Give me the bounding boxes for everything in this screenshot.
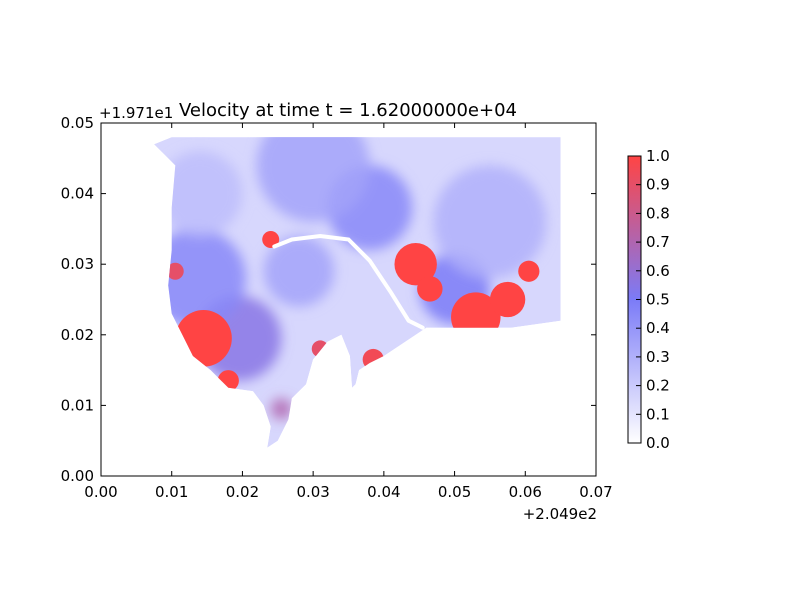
y-tick-label: 0.02 [61, 326, 94, 344]
colorbar-tick-label: 0.9 [646, 176, 670, 194]
chart-title: Velocity at time t = 1.62000000e+04 [179, 100, 517, 121]
y-tick-label: 0.03 [61, 255, 94, 273]
y-axis: 0.00 0.01 0.02 0.03 0.04 0.05 [61, 114, 596, 485]
x-tick-label: 0.04 [367, 483, 400, 501]
field-hotspot [157, 151, 243, 237]
field-hotspot [270, 398, 292, 420]
field-hotspot-high [262, 231, 280, 248]
colorbar-tick-label: 0.4 [646, 319, 670, 337]
field-hotspot [433, 165, 547, 279]
channel-line [272, 233, 425, 330]
colorbar-ticks: 0.0 0.1 0.2 0.3 0.4 0.5 0.6 0.7 0.8 0.9 1.0 [636, 147, 670, 452]
field-hotspot-high [394, 242, 437, 286]
x-tick-label: 0.03 [296, 483, 329, 501]
x-tick-label: 0.00 [84, 483, 117, 501]
x-tick-label: 0.06 [509, 483, 542, 501]
x-tick-label: 0.05 [438, 483, 471, 501]
colorbar-tick-label: 0.3 [646, 348, 670, 366]
x-tick-label: 0.02 [226, 483, 259, 501]
velocity-field [154, 137, 561, 448]
colorbar-tick-label: 0.5 [646, 291, 670, 309]
field-hotspot [256, 137, 370, 222]
field-hotspot [154, 228, 246, 328]
x-tick-label: 0.07 [579, 483, 612, 501]
x-axis: 0.00 0.01 0.02 0.03 0.04 0.05 0.06 0.07 [84, 123, 613, 501]
channel-obstacle [272, 233, 425, 330]
field-hotspot-high [489, 281, 526, 318]
colorbar-tick-label: 0.7 [646, 233, 670, 251]
colorbar-tick-label: 0.8 [646, 204, 670, 222]
colorbar-tick-label: 0.6 [646, 262, 670, 280]
x-tick-label: 0.01 [155, 483, 188, 501]
colorbar-tick-label: 0.2 [646, 377, 670, 395]
colorbar-tick-label: 0.0 [646, 434, 670, 452]
y-offset-label: +1.971e1 [99, 104, 173, 122]
y-tick-label: 0.01 [61, 396, 94, 414]
x-offset-label: +2.049e2 [523, 505, 597, 523]
field-hotspot-high [166, 262, 184, 280]
y-tick-label: 0.05 [61, 114, 94, 132]
field-hotspot-high [417, 276, 443, 302]
y-tick-label: 0.00 [61, 467, 94, 485]
field-hotspot [263, 235, 335, 307]
y-tick-label: 0.04 [61, 185, 94, 203]
colorbar-tick-label: 1.0 [646, 147, 670, 165]
field-hotspot-high [518, 260, 540, 282]
plot-frame [100, 122, 597, 477]
colorbar-tick-label: 0.1 [646, 405, 670, 423]
